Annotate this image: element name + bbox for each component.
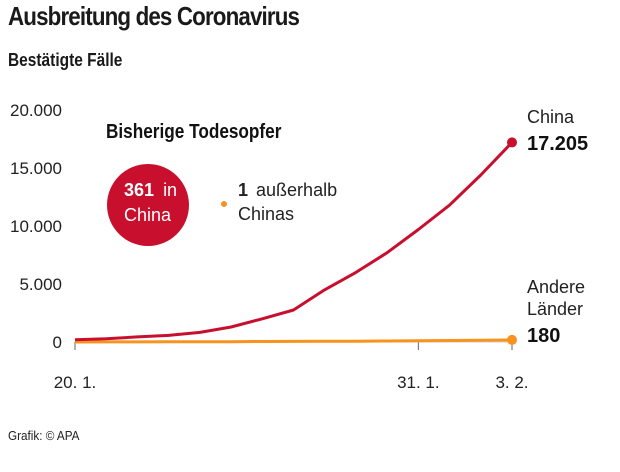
other-series-label: Andere Länder: [527, 277, 590, 319]
x-tick-label: 31. 1.: [397, 373, 440, 392]
other-deaths-text-2: Chinas: [238, 204, 294, 224]
svg-text:361 in: 361 in: [124, 180, 177, 200]
chart-title: Ausbreitung des Coronavirus: [8, 1, 300, 31]
svg-text:1 außerhalb: 1 außerhalb: [238, 180, 337, 200]
china-endpoint-marker: [507, 137, 517, 148]
china-deaths-value: 361: [124, 180, 154, 200]
series-line-andere-laender: [74, 338, 513, 344]
y-tick-label: 10.000: [10, 217, 62, 236]
other-endpoint-marker: [507, 334, 517, 345]
china-deaths-text-2: China: [124, 205, 172, 225]
inset-title: Bisherige Todesopfer: [106, 120, 281, 143]
x-tick-label: 3. 2.: [495, 373, 528, 392]
china-deaths-text-1: in: [163, 180, 177, 200]
china-end-value: 17.205: [527, 133, 588, 155]
y-tick-label: 15.000: [10, 159, 62, 178]
y-tick-label: 5.000: [19, 275, 62, 294]
other-deaths-value: 1: [238, 180, 248, 200]
other-end-value: 180: [527, 325, 560, 347]
other-deaths-text-1: außerhalb: [256, 180, 337, 200]
china-deaths-bubble: [107, 164, 189, 246]
y-tick-label: 0: [53, 333, 62, 352]
series-line-china: [74, 141, 514, 342]
chart-subtitle: Bestätigte Fälle: [8, 50, 123, 70]
other-series-label-line-2: Länder: [527, 299, 583, 319]
other-deaths-bubble: [221, 201, 227, 207]
china-series-label: China: [527, 107, 575, 127]
y-tick-label: 20.000: [10, 101, 62, 120]
source-credit: Grafik: © APA: [8, 428, 80, 443]
x-tick-label: 20. 1.: [54, 373, 97, 392]
other-series-label-line-1: Andere: [527, 277, 585, 297]
